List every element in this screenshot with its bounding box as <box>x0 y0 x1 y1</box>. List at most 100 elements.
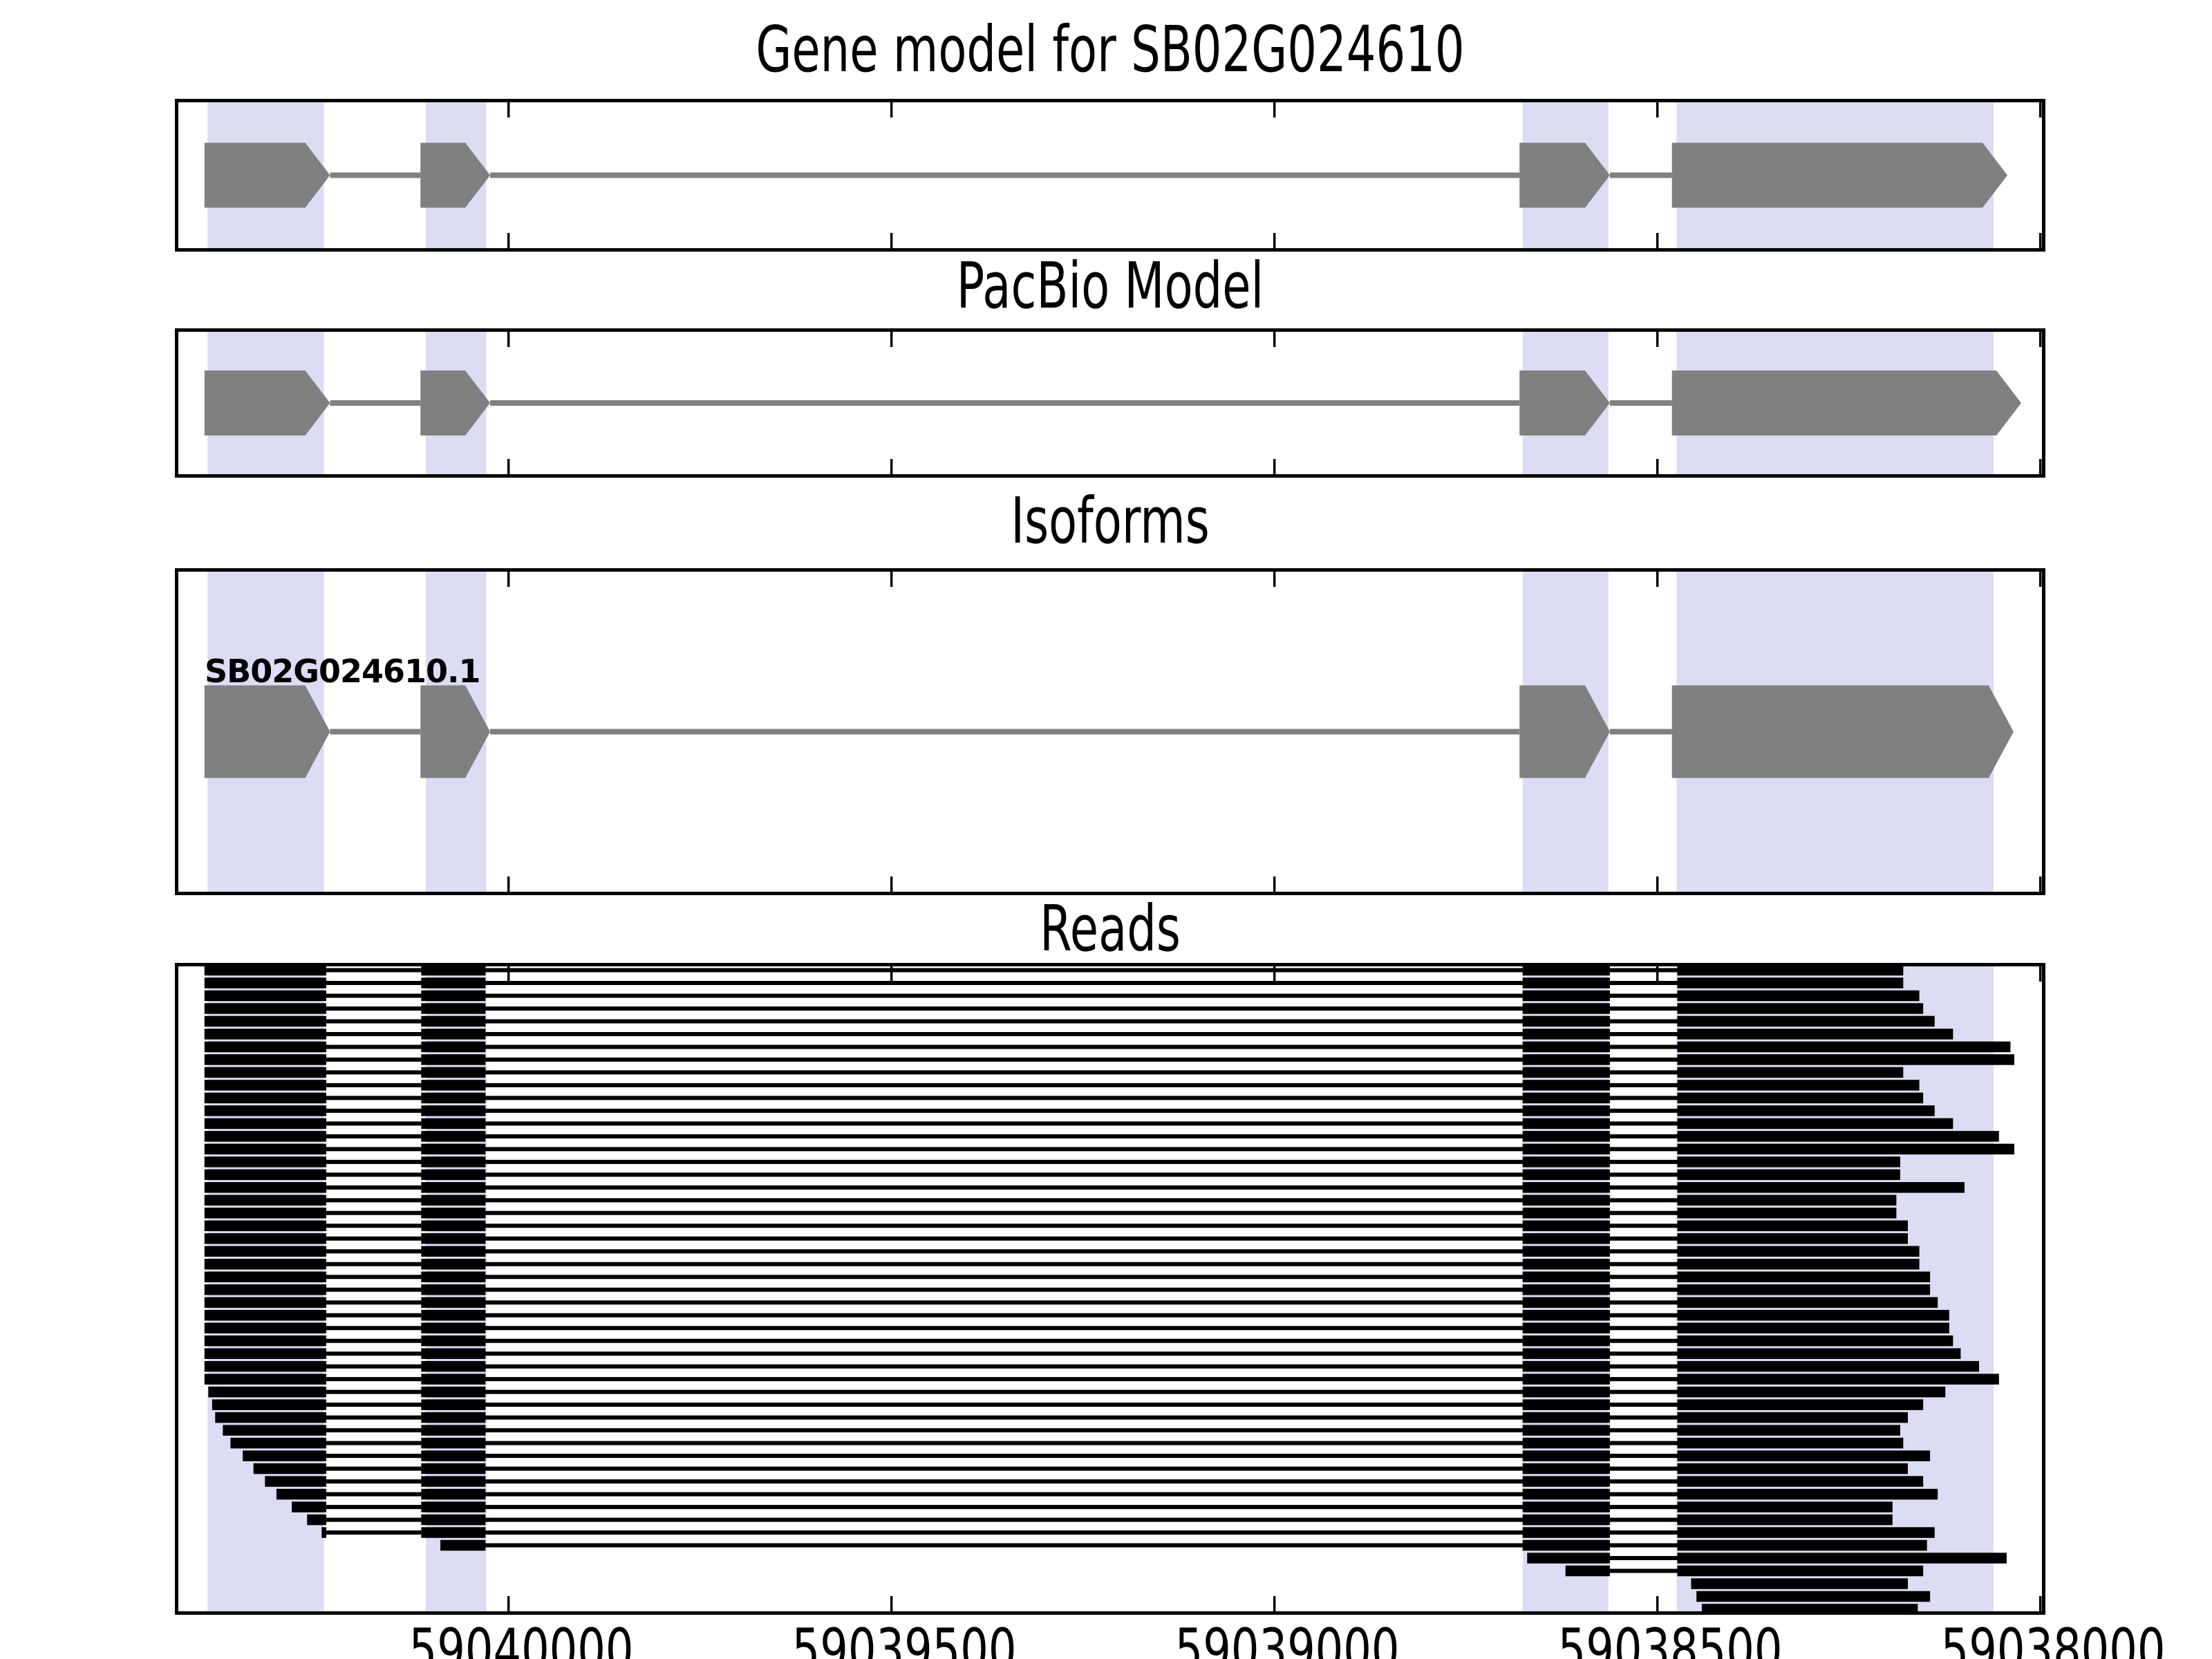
read-exon-block <box>1677 1041 2011 1053</box>
read-exon-block <box>204 1233 326 1244</box>
read-exon-block <box>212 1399 326 1410</box>
read-exon-block <box>1677 1003 1924 1014</box>
read-exon-block <box>204 1105 326 1116</box>
read-exon-block <box>204 1208 326 1219</box>
read-exon-block <box>204 1143 326 1155</box>
reads-panel <box>175 963 2045 1615</box>
read-exon-block <box>1522 977 1610 988</box>
exon-arrow <box>1519 142 1610 208</box>
read-exon-block <box>1522 1527 1610 1538</box>
read-exon-block <box>1696 1591 1931 1602</box>
read-exon-block <box>421 1143 486 1155</box>
read-exon-block <box>1677 1412 1908 1423</box>
read-exon-block <box>421 1080 486 1091</box>
read-exon-block <box>421 1386 486 1398</box>
read-exon-block <box>204 1015 326 1027</box>
exon-arrow <box>420 371 491 435</box>
read-exon-block <box>1677 1501 1893 1512</box>
read-exon-block <box>204 1220 326 1232</box>
read-exon-block <box>1522 1182 1610 1193</box>
read-exon-block <box>1677 1067 1904 1078</box>
read-exon-block <box>1677 1399 1924 1410</box>
read-exon-block <box>1677 1131 1999 1142</box>
read-exon-block <box>1677 1156 1900 1168</box>
read-exon-block <box>204 1131 326 1142</box>
panel-border <box>175 963 2045 1615</box>
read-exon-block <box>1522 1003 1610 1014</box>
read-exon-block <box>1522 1450 1610 1461</box>
read-exon-block <box>1522 1360 1610 1372</box>
read-exon-block <box>1677 1208 1897 1219</box>
read-exon-block <box>1522 964 1610 976</box>
read-exon-block <box>1677 1015 1935 1027</box>
read-exon-block <box>204 977 326 988</box>
read-exon-block <box>1522 1156 1610 1168</box>
read-exon-block <box>1522 1246 1610 1257</box>
read-exon-block <box>223 1425 326 1436</box>
x-tick-label: 59040000 <box>409 1616 634 1659</box>
read-exon-block <box>1677 1029 1953 1040</box>
read-exon-block <box>1522 1067 1610 1078</box>
read-exon-block <box>204 964 326 976</box>
read-exon-block <box>1677 1348 1961 1359</box>
read-exon-block <box>1677 1437 1904 1449</box>
read-exon-block <box>421 1041 486 1053</box>
read-exon-block <box>204 1041 326 1053</box>
read-exon-block <box>421 1527 486 1538</box>
read-exon-block <box>421 1322 486 1333</box>
read-exon-block <box>421 990 486 1002</box>
read-exon-block <box>1522 1029 1610 1040</box>
read-exon-block <box>204 990 326 1002</box>
read-exon-block <box>421 1501 486 1512</box>
read-exon-block <box>1522 1374 1610 1385</box>
read-exon-block <box>1677 1271 1931 1283</box>
read-exon-block <box>307 1514 326 1526</box>
read-exon-block <box>1677 1335 1953 1347</box>
read-exon-block <box>421 1220 486 1232</box>
read-exon-block <box>204 1067 326 1078</box>
read-exon-block <box>1522 1476 1610 1487</box>
read-exon-block <box>421 1233 486 1244</box>
read-exon-block <box>1677 1553 2007 1564</box>
read-exon-block <box>421 1348 486 1359</box>
read-exon-block <box>421 1437 486 1449</box>
panel-border <box>175 568 2045 895</box>
read-exon-block <box>243 1450 326 1461</box>
read-exon-block <box>421 1246 486 1257</box>
exon-arrow <box>1519 685 1610 778</box>
read-exon-block <box>1565 1565 1610 1577</box>
read-exon-block <box>1677 1284 1931 1295</box>
read-exon-block <box>421 1360 486 1372</box>
read-exon-block <box>1522 1399 1610 1410</box>
read-exon-block <box>204 1246 326 1257</box>
read-exon-block <box>1522 1054 1610 1065</box>
read-exon-block <box>1522 1463 1610 1474</box>
read-exon-block <box>1522 1080 1610 1091</box>
read-exon-block <box>1522 1322 1610 1333</box>
read-exon-block <box>1677 990 1920 1002</box>
title-reads: Reads <box>1040 892 1181 966</box>
read-exon-block <box>276 1488 326 1500</box>
read-exon-block <box>1522 1220 1610 1232</box>
read-exon-block <box>204 1309 326 1321</box>
read-exon-block <box>1677 1386 1946 1398</box>
read-exon-block <box>1522 1297 1610 1308</box>
x-tick-label: 59038000 <box>1940 1616 2166 1659</box>
read-exon-block <box>1522 1437 1610 1449</box>
read-exon-block <box>1522 1259 1610 1270</box>
read-exon-block <box>1522 1143 1610 1155</box>
read-exon-block <box>204 1003 326 1014</box>
read-exon-block <box>1522 1233 1610 1244</box>
title-isoforms: Isoforms <box>1011 484 1210 558</box>
read-exon-block <box>421 1297 486 1308</box>
read-exon-block <box>1677 1322 1949 1333</box>
exon-arrow <box>420 685 491 778</box>
read-exon-block <box>421 1284 486 1295</box>
read-exon-block <box>421 1029 486 1040</box>
read-exon-block <box>1522 1208 1610 1219</box>
read-exon-block <box>1522 1118 1610 1130</box>
read-exon-block <box>208 1386 326 1398</box>
read-exon-block <box>440 1539 486 1551</box>
read-exon-block <box>421 1182 486 1193</box>
